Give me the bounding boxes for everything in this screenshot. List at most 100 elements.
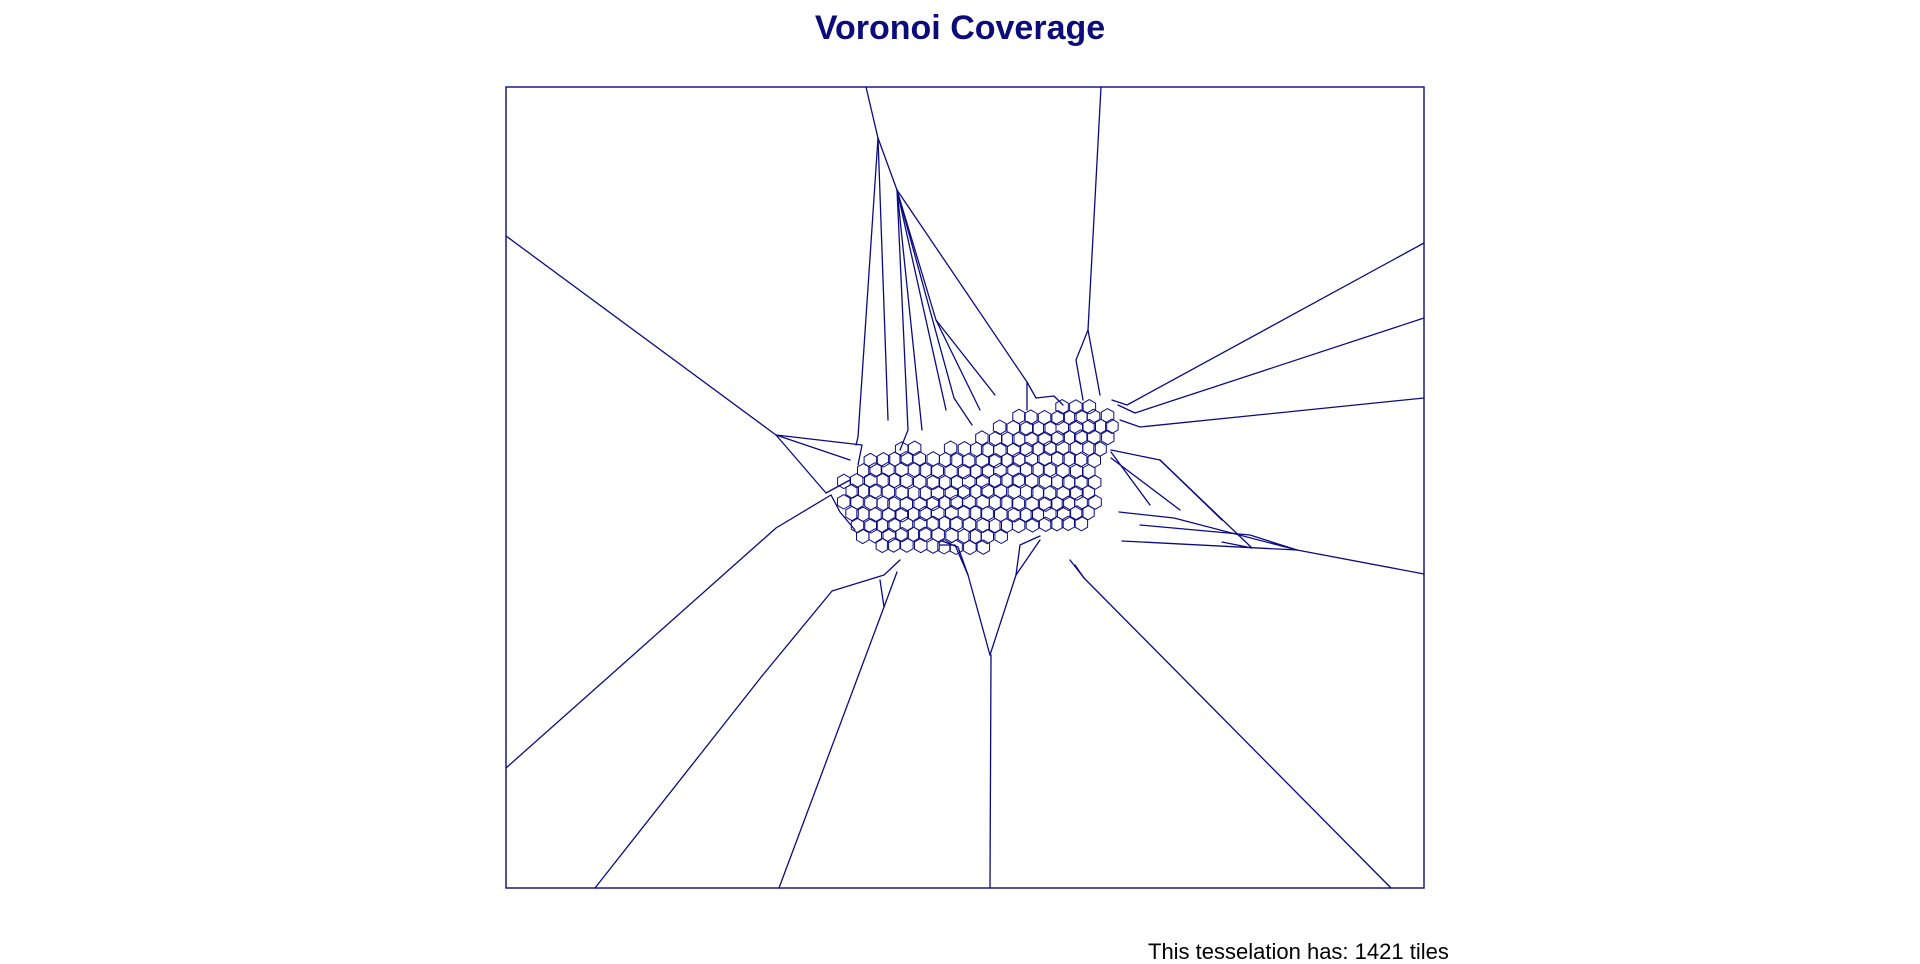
voronoi-cell-cluster [837, 399, 1119, 556]
voronoi-cell [1074, 452, 1088, 468]
voronoi-edge [775, 434, 863, 466]
voronoi-cell [1101, 429, 1115, 446]
voronoi-cell [875, 537, 890, 554]
voronoi-edge [855, 86, 879, 446]
voronoi-cell [1074, 429, 1088, 445]
voronoi-cell [899, 451, 913, 467]
voronoi-cell [1070, 505, 1084, 521]
voronoi-cell [868, 528, 882, 544]
voronoi-cell [975, 453, 990, 469]
voronoi-cell [989, 453, 1003, 469]
plot-frame [505, 86, 1425, 889]
voronoi-edge [935, 319, 981, 411]
voronoi-cell [1020, 441, 1034, 458]
voronoi-cell [850, 517, 865, 534]
voronoi-edge [1111, 242, 1425, 406]
voronoi-cell [980, 506, 994, 522]
voronoi-cell [930, 463, 944, 479]
voronoi-edge [778, 571, 898, 889]
voronoi-cell [1086, 408, 1101, 425]
voronoi-edge [775, 434, 851, 461]
voronoi-cell [993, 483, 1008, 499]
voronoi-cell [1055, 420, 1069, 436]
voronoi-cell [994, 528, 1008, 544]
voronoi-cell [895, 507, 909, 523]
voronoi-cell [961, 453, 976, 469]
voronoi-edge [505, 235, 827, 494]
voronoi-cell [868, 483, 882, 499]
voronoi-cell [1020, 420, 1034, 437]
voronoi-edge [594, 559, 901, 889]
voronoi-edge [896, 189, 996, 396]
voronoi-edge [1074, 564, 1392, 889]
voronoi-cell [949, 516, 963, 532]
voronoi-edge [896, 189, 973, 426]
voronoi-cell [1105, 418, 1119, 434]
voronoi-cell [1011, 495, 1026, 512]
voronoi-cell [993, 442, 1007, 458]
voronoi-cell [926, 474, 941, 491]
voronoi-cell [980, 528, 994, 545]
voronoi-edge [1075, 329, 1089, 401]
voronoi-edge [1117, 317, 1425, 414]
voronoi-cell [882, 507, 896, 523]
voronoi-cell [868, 507, 882, 523]
voronoi-cell [1031, 441, 1046, 457]
voronoi-edge [877, 137, 1037, 399]
voronoi-cell [1070, 463, 1084, 479]
voronoi-cell [1024, 409, 1038, 425]
voronoi-cell [1082, 399, 1097, 415]
voronoi-cell [1070, 485, 1084, 501]
voronoi-edge [1035, 395, 1064, 406]
voronoi-cell [1055, 440, 1070, 456]
voronoi-cell [1050, 516, 1064, 532]
voronoi-cell [876, 452, 891, 468]
voronoi-cell [1074, 474, 1088, 491]
voronoi-cell [868, 462, 882, 478]
voronoi-cell [886, 537, 901, 553]
voronoi-cell [837, 494, 851, 510]
voronoi-cell [918, 526, 932, 542]
voronoi-edge [1159, 459, 1223, 521]
voronoi-cell [1043, 506, 1057, 522]
voronoi-cell [882, 527, 896, 543]
voronoi-cell [899, 516, 914, 533]
voronoi-cell [1074, 494, 1088, 511]
voronoi-cell [1062, 429, 1077, 446]
voronoi-cell [899, 496, 913, 512]
voronoi-cell [1011, 517, 1026, 534]
voronoi-edge [989, 535, 1041, 656]
voronoi-edge [941, 540, 991, 656]
voronoi-cell [895, 526, 909, 543]
voronoi-cell [926, 495, 941, 512]
voronoi-edge [939, 544, 969, 576]
voronoi-cell [976, 539, 991, 555]
voronoi-cell [963, 539, 977, 556]
voronoi-cell [888, 451, 902, 467]
voronoi-edge [1110, 451, 1151, 506]
voronoi-cell [1082, 464, 1096, 480]
voronoi-cell [857, 462, 871, 479]
voronoi-cell [1082, 418, 1096, 435]
voronoi-edge [1015, 539, 1041, 576]
voronoi-cell [845, 483, 859, 499]
voronoi-cell [938, 495, 952, 511]
voronoi-cell [949, 539, 963, 555]
voronoi-edge [830, 494, 856, 531]
voronoi-cell [1024, 431, 1038, 447]
voronoi-edge [1139, 524, 1298, 551]
tile-count-caption: This tesselation has: 1421 tiles [1148, 939, 1449, 964]
voronoi-edges [505, 86, 1425, 889]
voronoi-cell [1042, 485, 1057, 501]
voronoi-edge [896, 189, 909, 451]
voronoi-cell [957, 464, 972, 480]
voronoi-edge [505, 494, 832, 769]
voronoi-cell [850, 473, 864, 489]
voronoi-cell [1055, 399, 1069, 415]
voronoi-cell [899, 473, 913, 489]
voronoi-edge [879, 579, 885, 608]
voronoi-edge [896, 189, 923, 431]
voronoi-cell [1051, 430, 1065, 446]
voronoi-cell [1069, 399, 1083, 415]
